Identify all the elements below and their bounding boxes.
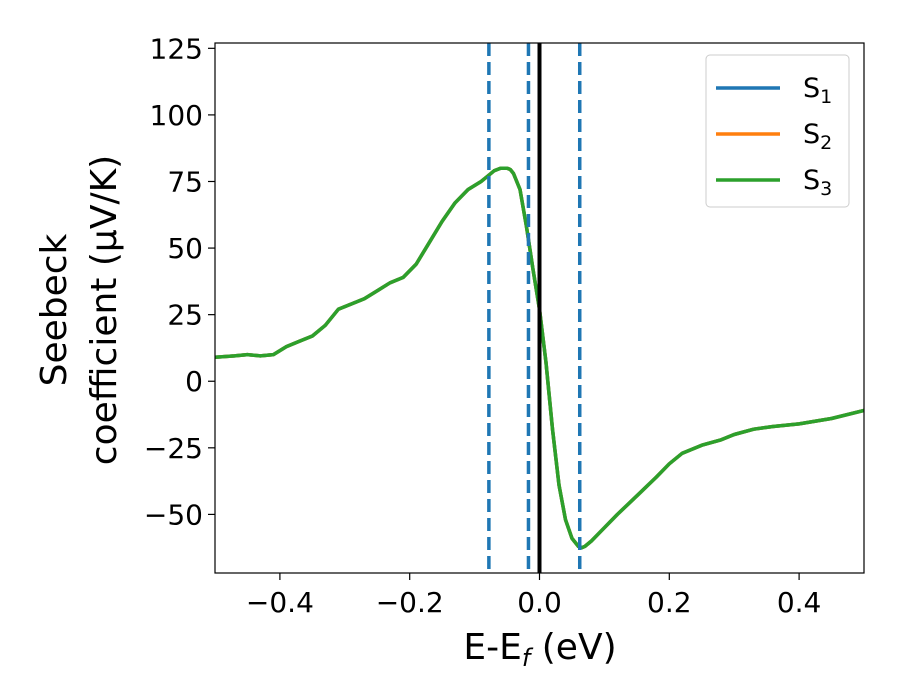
y-tick-label: 25 bbox=[167, 299, 203, 332]
x-axis-title-unit: (eV) bbox=[530, 627, 616, 668]
x-tick-label: −0.4 bbox=[246, 586, 314, 619]
x-tick-label: −0.2 bbox=[376, 586, 444, 619]
legend: S1 S2 S3 bbox=[705, 54, 850, 208]
y-tick-label: 100 bbox=[150, 99, 203, 132]
y-tick-label: 50 bbox=[167, 232, 203, 265]
y-tick-label: 125 bbox=[150, 32, 203, 65]
x-axis-title: E-Ef (eV) bbox=[463, 627, 616, 672]
y-axis-title-line2: coefficient (μV/K) bbox=[84, 155, 125, 465]
series-line-3 bbox=[215, 166, 864, 550]
y-axis-title-line1: Seebeck bbox=[34, 233, 75, 386]
x-tick-label: 0.2 bbox=[647, 586, 692, 619]
x-axis: −0.4 −0.2 0.0 0.2 0.4 bbox=[246, 573, 821, 619]
legend-label-3: S3 bbox=[803, 165, 832, 200]
y-tick-label: 75 bbox=[167, 165, 203, 198]
y-axis-title: Seebeck coefficient (μV/K) bbox=[34, 155, 125, 465]
y-tick-label: −50 bbox=[144, 498, 203, 531]
x-tick-label: 0.4 bbox=[777, 586, 822, 619]
y-axis: −50 −25 0 25 50 75 100 125 bbox=[144, 32, 215, 531]
y-tick-label: 0 bbox=[185, 365, 203, 398]
plot-area bbox=[215, 43, 864, 573]
y-tick-label: −25 bbox=[144, 432, 203, 465]
legend-label-1: S1 bbox=[803, 73, 832, 108]
x-axis-title-main: E-E bbox=[463, 627, 521, 668]
legend-box bbox=[705, 54, 850, 208]
legend-label-2: S2 bbox=[803, 119, 832, 154]
x-tick-label: 0.0 bbox=[517, 586, 562, 619]
